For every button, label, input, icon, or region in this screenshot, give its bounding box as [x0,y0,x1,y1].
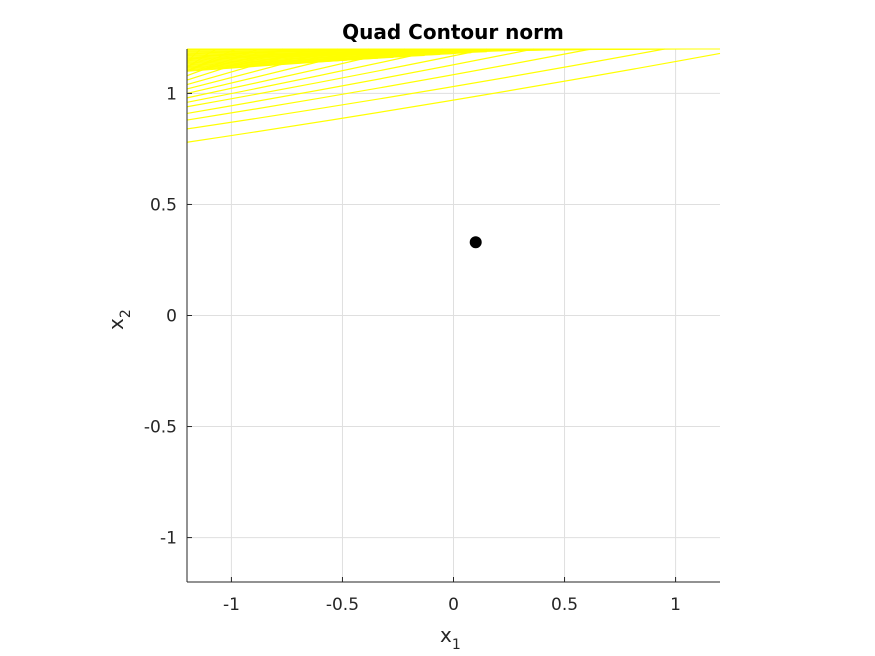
chart-title: Quad Contour norm [342,20,564,44]
x-axis-label-base: x [440,623,452,647]
x-axis-label-sub: 1 [452,637,461,653]
contour-line [186,48,283,81]
contour-line [186,48,339,90]
x-tick-label: 0.5 [551,595,578,615]
contour-line [186,48,534,114]
contour-line [186,48,237,72]
x-tick-label: 0 [448,595,459,615]
contour-line [186,48,370,95]
contour-lines [186,48,721,143]
x-axis-label: x1 [440,623,461,653]
y-axis-label-sub: 2 [118,309,134,318]
contour-line [186,48,201,63]
x-tick-label: -0.5 [326,595,359,615]
contour-line [186,48,665,130]
contour-line [186,48,405,99]
point-marker [469,236,482,249]
contour-line [186,48,487,108]
contour-line [186,48,592,121]
contour-line [186,48,443,103]
y-ticks: -1 -0.5 0 0.5 1 [144,84,192,549]
x-tick-label: -1 [223,595,240,615]
y-tick-label: 1 [166,84,177,104]
y-tick-label: -0.5 [144,418,177,438]
y-tick-label: 0 [166,307,177,327]
contour-line [186,52,721,143]
x-tick-label: 1 [670,595,681,615]
y-tick-label: -1 [160,529,177,549]
contour-line [186,48,259,77]
y-axis-label: x2 [104,309,134,330]
y-tick-label: 0.5 [150,195,177,215]
y-axis-label-base: x [104,318,128,330]
contour-line [186,48,310,86]
contour-line [186,48,217,68]
x-ticks: -1 -0.5 0 0.5 1 [223,577,681,615]
y-grid-lines [187,92,720,539]
